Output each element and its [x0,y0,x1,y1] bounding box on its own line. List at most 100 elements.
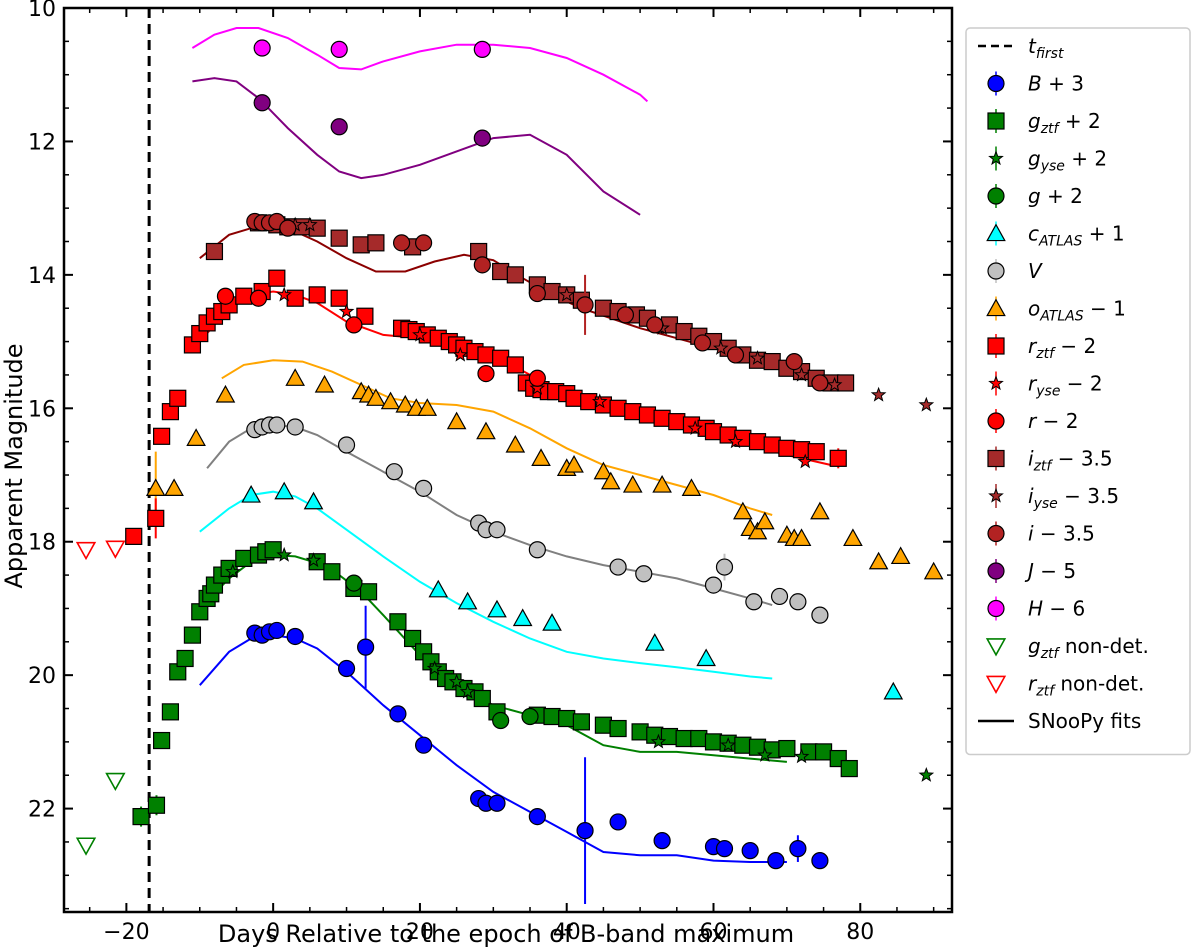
data-point [793,366,810,382]
data-point [733,501,753,520]
data-point [763,436,781,454]
series-0 [246,605,829,904]
data-point [622,474,643,493]
legend-label: iztf − 3.5 [1028,447,1113,475]
data-point [338,303,355,319]
data-point [253,39,271,57]
x-tick-label: 60 [699,920,727,945]
data-point [576,822,594,840]
data-point [811,374,829,392]
data-point [576,296,594,314]
data-point [720,736,736,752]
data-point [473,40,491,58]
data-point [183,626,202,644]
data-point [726,346,745,364]
legend-entry: tfirst [978,34,1064,62]
data-point [594,716,613,734]
data-point [337,659,356,678]
data-point [205,242,224,261]
data-point [681,478,702,496]
legend-entry: oATLAS − 1 [986,296,1126,325]
data-point [268,269,286,287]
data-point [811,852,829,870]
data-point [918,766,935,782]
data-point [770,587,789,606]
data-point [330,229,348,247]
snoopy-fit-curve-2 [199,490,773,680]
data-point [591,393,608,409]
legend-label: ryse − 2 [1028,372,1103,400]
data-point [392,234,411,252]
data-point [713,340,729,355]
data-point [395,394,416,413]
data-point [646,316,664,334]
series-15 [75,772,126,856]
data-point [403,629,422,648]
data-point [415,736,433,754]
series-8 [276,286,814,469]
legend-entry: V [987,259,1043,283]
data-point [840,759,858,778]
data-point [543,282,561,301]
data-point [675,322,693,341]
legend-marker [987,187,1005,205]
data-point [279,219,297,237]
legend-marker [987,449,1005,468]
data-point [650,733,667,749]
data-point [415,479,433,497]
plot-area [75,8,944,912]
legend-marker [987,599,1005,618]
data-point [330,40,348,58]
data-point [161,703,180,721]
legend-label: V [1028,259,1043,283]
data-point [276,546,292,562]
data-point [749,350,766,365]
data-point [829,449,847,467]
data-point [797,453,814,469]
axes: −20 0 20 40 60 80 10 12 14 16 18 20 22 [28,0,954,945]
data-point [417,398,438,416]
legend-entry: gyse + 2 [988,146,1107,175]
y-tick-label: 16 [28,397,56,422]
data-point [164,478,184,496]
data-point [224,563,241,579]
data-point [487,599,507,618]
legend-label: rztf non-det. [1028,672,1144,700]
data-point [609,813,627,831]
data-point [660,727,679,746]
y-tick-label: 22 [28,798,56,823]
legend-marker [987,74,1005,93]
legend-label: H − 6 [1028,597,1085,621]
data-point [286,418,304,436]
data-point [506,356,524,374]
data-point [216,287,235,305]
legend-label: SNooPy fits [1028,709,1141,733]
data-point [512,608,533,627]
data-point [357,638,375,656]
data-point [352,236,370,254]
data-point [565,389,583,407]
series-3 [345,574,539,730]
data-point [492,262,510,281]
data-point [763,352,781,371]
legend-entry: H − 6 [987,596,1085,621]
data-point [459,683,476,699]
data-point [169,389,187,407]
y-tick-label: 10 [28,0,56,22]
y-tick-label: 18 [28,531,56,556]
snoopy-fit-curve-7 [192,77,641,216]
data-point [428,579,449,598]
data-point [668,413,686,431]
data-point [693,334,712,352]
data-point [564,454,584,473]
legend-label: B + 3 [1028,72,1084,96]
data-point [528,284,546,303]
data-point [778,739,796,758]
data-point [624,403,642,421]
y-tick-label: 12 [28,130,56,155]
legend-marker [987,412,1005,430]
legend-entry: i − 3.5 [987,521,1095,546]
data-point [274,481,294,500]
data-point [704,576,723,594]
